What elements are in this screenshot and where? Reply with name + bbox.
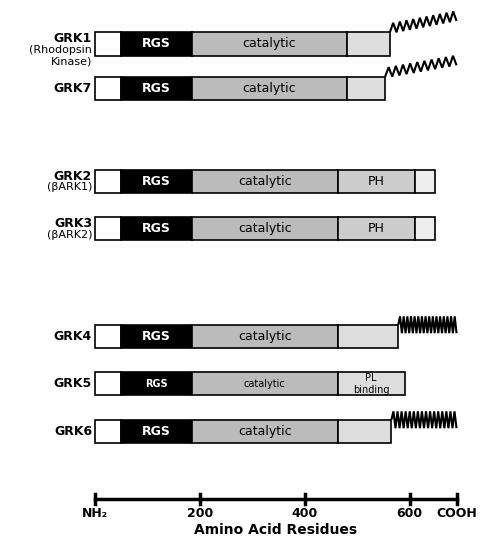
Bar — [95, 170, 121, 193]
Text: (βARK1): (βARK1) — [47, 182, 92, 192]
Bar — [192, 170, 338, 193]
Bar — [121, 170, 192, 193]
Text: GRK6: GRK6 — [54, 425, 92, 438]
Bar — [121, 32, 192, 55]
Text: catalytic: catalytic — [242, 82, 296, 95]
Text: catalytic: catalytic — [242, 38, 296, 51]
Text: catalytic: catalytic — [244, 379, 286, 389]
Bar — [347, 32, 390, 55]
Text: 400: 400 — [292, 508, 318, 521]
Text: catalytic: catalytic — [238, 175, 292, 188]
Text: RGS: RGS — [145, 379, 168, 389]
Text: GRK5: GRK5 — [54, 378, 92, 391]
Text: GRK7: GRK7 — [54, 82, 92, 95]
Text: Amino Acid Residues: Amino Acid Residues — [194, 523, 357, 537]
Bar — [338, 372, 405, 395]
Bar — [192, 420, 338, 443]
Text: GRK1: GRK1 — [54, 32, 92, 45]
Bar — [121, 325, 192, 348]
Text: (Rhodopsin
Kinase): (Rhodopsin Kinase) — [29, 45, 92, 66]
Text: 200: 200 — [186, 508, 213, 521]
Bar — [192, 77, 347, 100]
Text: RGS: RGS — [142, 38, 171, 51]
Bar — [95, 32, 121, 55]
Bar — [338, 217, 415, 240]
Text: RGS: RGS — [142, 82, 171, 95]
Text: catalytic: catalytic — [238, 330, 292, 343]
Bar — [338, 325, 398, 348]
Text: RGS: RGS — [142, 175, 171, 188]
Bar — [121, 217, 192, 240]
Bar — [338, 170, 415, 193]
Text: NH₂: NH₂ — [82, 508, 108, 521]
Bar — [95, 77, 121, 100]
Bar — [347, 77, 385, 100]
Text: PH: PH — [368, 175, 385, 188]
Bar — [192, 32, 347, 55]
Text: GRK4: GRK4 — [54, 330, 92, 343]
Text: 600: 600 — [397, 508, 423, 521]
Bar — [192, 217, 338, 240]
Text: RGS: RGS — [142, 222, 171, 235]
Text: PL
binding: PL binding — [353, 373, 389, 395]
Bar — [192, 372, 338, 395]
Bar — [95, 217, 121, 240]
Text: COOH: COOH — [436, 508, 477, 521]
Text: GRK3: GRK3 — [54, 217, 92, 230]
Bar — [338, 420, 391, 443]
Text: catalytic: catalytic — [238, 425, 292, 438]
Text: RGS: RGS — [142, 425, 171, 438]
Bar — [121, 372, 192, 395]
Text: catalytic: catalytic — [238, 222, 292, 235]
Bar — [95, 420, 121, 443]
Bar — [415, 170, 435, 193]
Text: GRK2: GRK2 — [54, 170, 92, 183]
Bar — [95, 372, 121, 395]
Text: RGS: RGS — [142, 330, 171, 343]
Bar — [95, 325, 121, 348]
Bar — [121, 77, 192, 100]
Bar — [192, 325, 338, 348]
Bar — [121, 420, 192, 443]
Text: (βARK2): (βARK2) — [46, 230, 92, 240]
Bar — [415, 217, 435, 240]
Text: PH: PH — [368, 222, 385, 235]
